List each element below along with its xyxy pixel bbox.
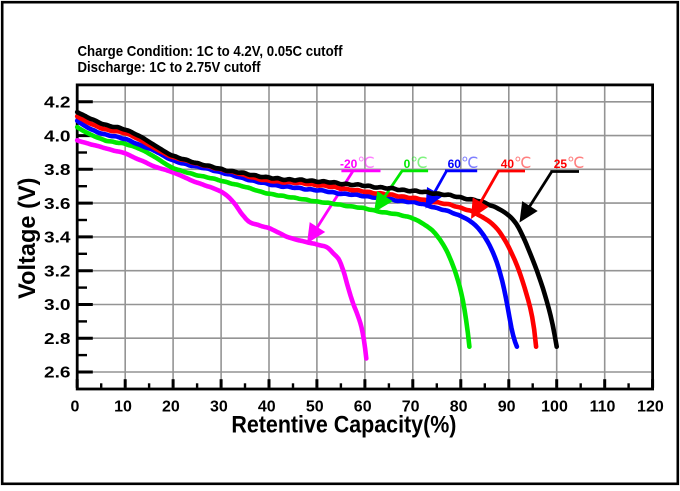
svg-text:3.6: 3.6 xyxy=(44,196,71,213)
svg-text:60: 60 xyxy=(354,399,372,416)
svg-text:90: 90 xyxy=(498,399,516,416)
svg-text:60℃: 60℃ xyxy=(448,155,479,172)
svg-text:80: 80 xyxy=(450,399,468,416)
svg-text:3.4: 3.4 xyxy=(44,230,71,247)
svg-text:70: 70 xyxy=(402,399,420,416)
svg-text:40℃: 40℃ xyxy=(501,155,532,172)
svg-text:20: 20 xyxy=(162,399,180,416)
svg-text:100: 100 xyxy=(541,399,568,416)
svg-text:40: 40 xyxy=(258,399,276,416)
svg-text:4.2: 4.2 xyxy=(44,95,71,112)
svg-text:120: 120 xyxy=(637,399,664,416)
svg-text:3.8: 3.8 xyxy=(44,162,71,179)
svg-text:3.2: 3.2 xyxy=(44,263,71,280)
svg-text:0: 0 xyxy=(71,399,80,416)
svg-text:110: 110 xyxy=(590,399,616,416)
svg-text:Retentive Capacity(%): Retentive Capacity(%) xyxy=(231,411,456,438)
svg-text:-20℃: -20℃ xyxy=(340,155,375,172)
svg-text:Voltage (V): Voltage (V) xyxy=(15,177,41,298)
svg-text:50: 50 xyxy=(306,399,324,416)
svg-text:2.6: 2.6 xyxy=(44,365,71,382)
svg-text:10: 10 xyxy=(114,399,132,416)
svg-text:3.0: 3.0 xyxy=(44,297,71,314)
svg-text:0℃: 0℃ xyxy=(404,155,428,172)
svg-text:2.8: 2.8 xyxy=(44,331,71,348)
svg-text:25℃: 25℃ xyxy=(554,155,585,172)
svg-text:Discharge: 1C to 2.75V cutoff: Discharge: 1C to 2.75V cutoff xyxy=(78,59,262,76)
svg-text:30: 30 xyxy=(210,399,228,416)
svg-text:4.0: 4.0 xyxy=(44,128,71,145)
svg-text:Charge Condition: 1C to 4.2V,: Charge Condition: 1C to 4.2V, 0.05C cuto… xyxy=(78,43,344,60)
